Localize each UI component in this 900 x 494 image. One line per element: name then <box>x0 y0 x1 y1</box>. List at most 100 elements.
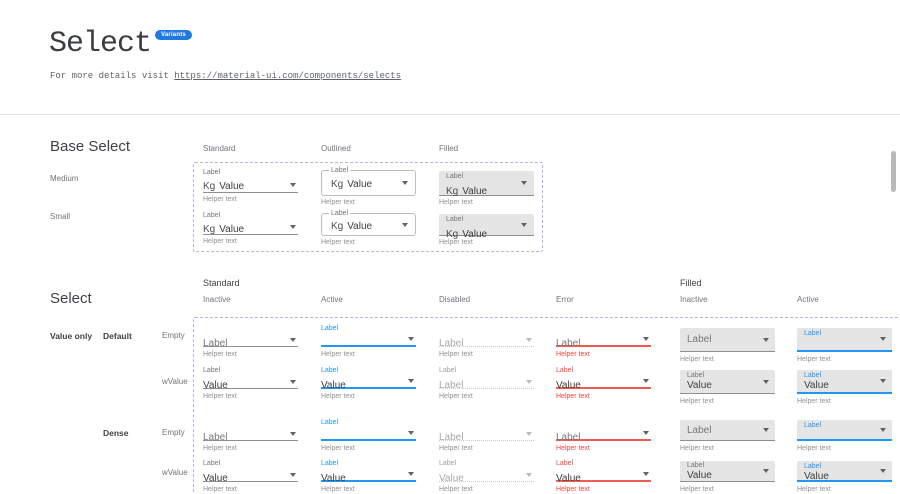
divider <box>0 114 900 115</box>
dropdown-arrow-icon <box>880 427 886 432</box>
dropdown-arrow-icon <box>526 431 532 436</box>
select-label: Label <box>687 461 705 469</box>
select-filled-inactive-dense[interactable]: Label Helper text <box>680 418 775 452</box>
row-header-small: Small <box>50 212 71 221</box>
select-standard-active[interactable]: Label Helper text <box>321 324 416 358</box>
group-header-filled: Filled <box>680 278 702 288</box>
select-value: Label <box>556 432 581 443</box>
helper-text: Helper text <box>439 239 473 246</box>
helper-text: Helper text <box>439 393 473 400</box>
select-filled-inactive-dense[interactable]: Label Value Helper text <box>680 459 775 493</box>
select-filled-active[interactable]: Label Helper text <box>797 324 892 363</box>
column-header-outlined: Outlined <box>321 144 351 153</box>
select-standard-error[interactable]: Label Value Helper text <box>556 366 651 400</box>
select-standard-error-dense[interactable]: Label Value Helper text <box>556 459 651 493</box>
helper-text: Helper text <box>203 351 237 358</box>
dropdown-arrow-icon <box>643 472 649 476</box>
dropdown-arrow-icon <box>526 472 532 477</box>
helper-text: Helper text <box>321 393 355 400</box>
select-standard-disabled-dense[interactable]: Label Helper text <box>439 418 534 452</box>
select-value: Value <box>219 224 245 235</box>
dropdown-arrow-icon <box>402 181 408 185</box>
select-standard-inactive-dense[interactable]: Label Value Helper text <box>203 459 298 493</box>
dropdown-arrow-icon <box>643 379 649 383</box>
select-value: Value <box>347 221 373 232</box>
scrollbar-thumb[interactable] <box>891 151 896 192</box>
select-standard-inactive-dense[interactable]: Label Helper text <box>203 418 298 452</box>
dropdown-arrow-icon <box>408 337 414 341</box>
select-standard-disabled[interactable]: Label Label Helper text <box>439 366 534 400</box>
select-standard-active-dense[interactable]: Label Helper text <box>321 418 416 452</box>
base-select-filled-small[interactable]: Label Kg Value Helper text <box>439 211 534 246</box>
select-label: Label <box>321 419 339 426</box>
helper-text: Helper text <box>556 393 590 400</box>
base-select-standard-small[interactable]: Label Kg Value Helper text <box>203 211 298 245</box>
select-filled-inactive[interactable]: Label Value Helper text <box>680 366 775 405</box>
select-label: Label <box>321 367 339 374</box>
select-adornment: Kg <box>203 224 216 235</box>
select-standard-active[interactable]: Label Value Helper text <box>321 366 416 400</box>
select-adornment: Kg <box>331 221 344 232</box>
column-header-error: Error <box>556 295 574 304</box>
dropdown-arrow-icon <box>880 468 886 473</box>
group-header-standard: Standard <box>203 278 240 288</box>
select-value: Value <box>556 380 581 391</box>
select-label: Label <box>687 372 705 379</box>
select-filled-active[interactable]: Label Value Helper text <box>797 366 892 405</box>
row-header-wvalue: wValue <box>162 377 188 386</box>
select-label <box>439 324 534 333</box>
helper-text: Helper text <box>203 445 237 452</box>
base-select-filled-medium[interactable]: Label Kg Value Helper text <box>439 168 534 206</box>
helper-text: Helper text <box>321 486 355 493</box>
select-value: Value <box>439 473 464 484</box>
select-adornment: Kg <box>446 229 459 240</box>
helper-text: Helper text <box>680 486 714 493</box>
select-standard-active-dense[interactable]: Label Value Helper text <box>321 459 416 493</box>
select-value: Value <box>321 473 346 484</box>
select-value: Value <box>219 181 245 192</box>
select-label: Label <box>439 367 457 374</box>
subtitle-text: For more details visit <box>50 71 175 81</box>
select-filled-inactive[interactable]: Label Helper text <box>680 324 775 363</box>
select-standard-error[interactable]: Label Helper text <box>556 324 651 358</box>
select-frame <box>193 317 900 494</box>
dropdown-arrow-icon <box>290 225 296 229</box>
base-select-outlined-small[interactable]: Label Kg Value Helper text <box>321 210 416 246</box>
select-adornment: Kg <box>331 179 344 190</box>
select-standard-inactive[interactable]: Label Value Helper text <box>203 366 298 400</box>
select-standard-inactive[interactable]: Label Helper text <box>203 324 298 358</box>
select-label: Label <box>203 212 221 219</box>
select-label: Label <box>804 422 822 429</box>
select-label <box>203 418 298 427</box>
select-value: Value <box>203 473 228 484</box>
select-filled-active-dense[interactable]: Label Helper text <box>797 418 892 452</box>
select-standard-disabled[interactable]: Label Helper text <box>439 324 534 358</box>
base-select-outlined-medium[interactable]: Label Kg Value Helper text <box>321 167 416 206</box>
helper-text: Helper text <box>203 238 237 245</box>
select-heading: Select <box>50 290 92 307</box>
dropdown-arrow-icon <box>880 337 886 341</box>
select-standard-disabled-dense[interactable]: Label Value Helper text <box>439 459 534 493</box>
select-value: Label <box>687 424 712 436</box>
helper-text: Helper text <box>556 351 590 358</box>
select-value: Label <box>203 432 228 443</box>
select-label: Label <box>804 463 822 470</box>
select-filled-active-dense[interactable]: Label Value Helper text <box>797 459 892 493</box>
base-select-standard-medium[interactable]: Label Kg Value Helper text <box>203 168 298 203</box>
helper-text: Helper text <box>680 356 714 363</box>
select-label: Label <box>329 167 351 175</box>
dropdown-arrow-icon <box>763 469 769 473</box>
helper-text: Helper text <box>203 196 237 203</box>
column-header-inactive: Inactive <box>203 295 231 304</box>
select-standard-error-dense[interactable]: Label Helper text <box>556 418 651 452</box>
docs-link[interactable]: https://material-ui.com/components/selec… <box>174 71 402 81</box>
helper-text: Helper text <box>797 356 831 363</box>
dropdown-arrow-icon <box>526 337 532 342</box>
select-label: Label <box>556 460 574 467</box>
page-title: Select <box>49 27 152 61</box>
helper-text: Helper text <box>203 393 237 400</box>
row-header-default: Default <box>103 331 132 341</box>
column-header-active: Active <box>321 295 343 304</box>
select-value: Value <box>687 469 712 481</box>
